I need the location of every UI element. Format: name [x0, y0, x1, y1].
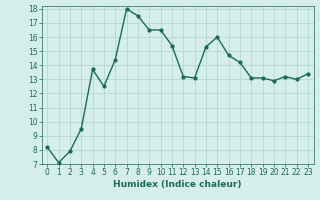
X-axis label: Humidex (Indice chaleur): Humidex (Indice chaleur): [113, 180, 242, 189]
